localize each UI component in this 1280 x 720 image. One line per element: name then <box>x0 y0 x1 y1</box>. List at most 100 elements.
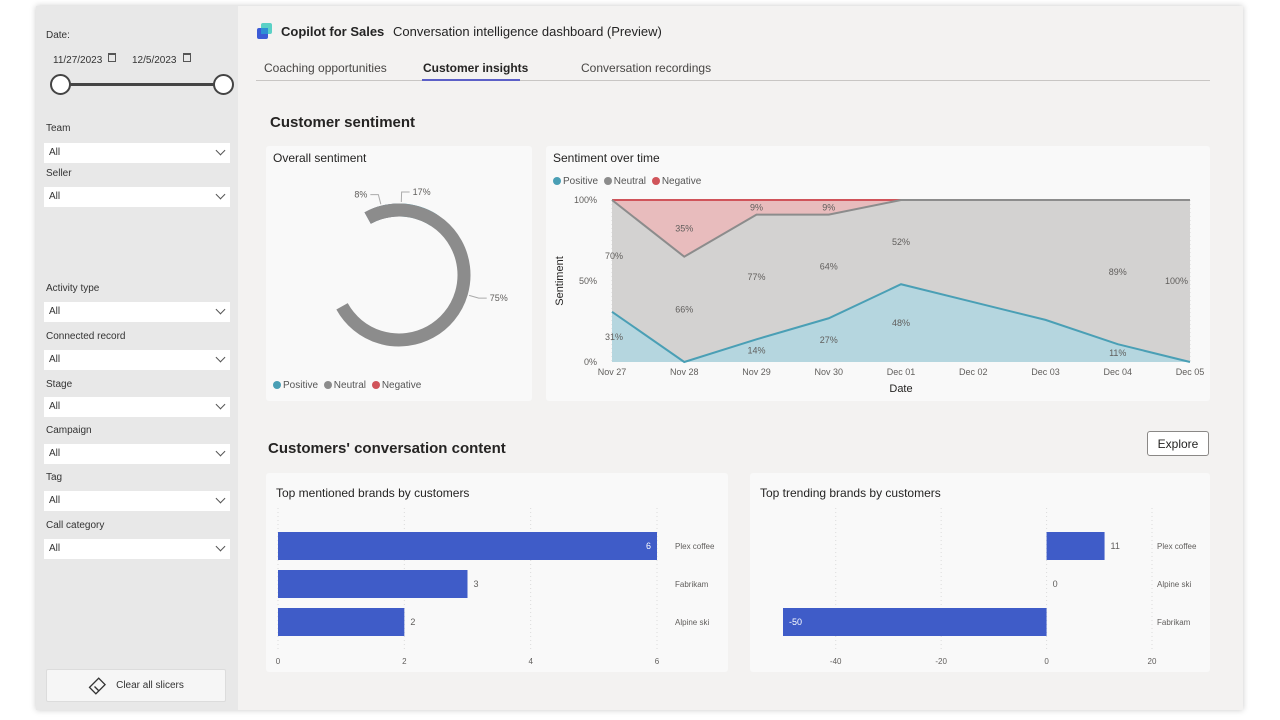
legend-positive[interactable]: Positive <box>553 176 598 187</box>
area-data-label: 27% <box>820 335 838 345</box>
area-neutral[interactable] <box>612 200 1190 362</box>
chevron-down-icon <box>215 189 226 200</box>
legend-neutral[interactable]: Neutral <box>323 380 367 391</box>
conversation-content-title: Customers' conversation content <box>268 440 506 457</box>
clear-all-slicers-button[interactable]: Clear all slicers <box>46 669 226 702</box>
x-tick-label: Nov 29 <box>742 367 771 377</box>
donut-data-label: 17% <box>413 187 431 197</box>
overall-sentiment-legend: Positive Neutral Negative <box>273 380 424 391</box>
filter-pane: Date: 11/27/2023 12/5/2023 Team All Sell… <box>36 6 238 710</box>
category-label: Alpine ski <box>1157 580 1191 589</box>
legend-dot-positive <box>553 177 561 185</box>
date-end-handle[interactable] <box>213 74 234 95</box>
tab-coaching-opportunities[interactable]: Coaching opportunities <box>264 61 387 75</box>
sentiment-over-time-chart: 31% 14% 27% 48% 11% 70% 66% 77% 64% 52% 89% 100% 35%… <box>554 195 1204 395</box>
chevron-down-icon <box>215 145 226 156</box>
bar[interactable] <box>278 570 468 598</box>
start-date-field[interactable]: 11/27/2023 <box>53 53 117 66</box>
campaign-label: Campaign <box>46 425 92 436</box>
area-data-label: 52% <box>892 237 910 247</box>
area-data-label: 9% <box>750 202 763 212</box>
area-data-label: 11% <box>1109 348 1126 358</box>
seller-dropdown[interactable]: All <box>44 187 230 207</box>
connected-record-dropdown[interactable]: All <box>44 350 230 370</box>
top-mentioned-brands-chart: 0 2 4 6 6 Plex coffee 3 Fabrikam 2 Alpine ski <box>276 508 715 666</box>
x-tick-label: 0 <box>1044 657 1049 666</box>
connected-record-label: Connected record <box>46 331 126 342</box>
area-data-label: 14% <box>747 346 765 356</box>
x-tick-label: Nov 27 <box>598 367 627 377</box>
area-data-label: 66% <box>675 304 693 314</box>
area-data-label: 48% <box>892 318 910 328</box>
x-tick-label: 4 <box>528 657 533 666</box>
area-data-label: 9% <box>822 202 835 212</box>
active-tab-indicator <box>422 79 520 81</box>
sentiment-over-time-legend: Positive Neutral Negative <box>553 176 704 187</box>
bar-data-label: 11 <box>1111 541 1120 551</box>
line-positive <box>611 283 1191 364</box>
stage-dropdown[interactable]: All <box>44 397 230 417</box>
end-date-value: 12/5/2023 <box>132 55 177 66</box>
explore-button[interactable]: Explore <box>1147 431 1209 456</box>
top-mentioned-brands-title: Top mentioned brands by customers <box>276 486 470 500</box>
y-tick-label: 100% <box>574 195 597 205</box>
category-label: Plex coffee <box>675 542 715 551</box>
area-data-label: 64% <box>820 261 838 271</box>
bar[interactable] <box>278 532 657 560</box>
area-positive[interactable] <box>612 284 1190 362</box>
top-mentioned-brands-card: Top mentioned brands by customers 0 2 4 6 6 P… <box>266 473 728 672</box>
tab-conversation-recordings[interactable]: Conversation recordings <box>581 61 712 75</box>
activity-type-dropdown[interactable]: All <box>44 302 230 322</box>
bar-data-label: 2 <box>410 617 415 627</box>
legend-negative[interactable]: Negative <box>371 380 422 391</box>
team-value: All <box>49 147 61 158</box>
chevron-down-icon <box>215 352 226 363</box>
overall-sentiment-donut: 8% 17% 75% <box>336 187 508 347</box>
line-neutral <box>611 199 1190 258</box>
team-label: Team <box>46 123 71 134</box>
legend-negative-label: Negative <box>381 380 422 391</box>
donut-leader-line <box>400 191 410 203</box>
legend-negative[interactable]: Negative <box>651 176 701 187</box>
bar[interactable] <box>278 608 405 636</box>
legend-dot-neutral <box>603 177 612 185</box>
x-tick-label: Dec 01 <box>887 367 916 377</box>
chevron-down-icon <box>215 541 226 552</box>
customer-sentiment-title: Customer sentiment <box>270 114 416 131</box>
x-tick-label: 2 <box>402 657 407 666</box>
category-label: Alpine ski <box>675 618 709 627</box>
seller-value: All <box>49 191 61 202</box>
stage-label: Stage <box>46 379 73 390</box>
end-date-field[interactable]: 12/5/2023 <box>132 53 191 66</box>
app-title: Copilot for Sales <box>281 24 385 39</box>
connected-record-value: All <box>49 354 61 365</box>
calendar-icon[interactable] <box>182 53 191 62</box>
date-start-handle[interactable] <box>50 74 71 95</box>
bar[interactable] <box>1046 532 1105 560</box>
date-label: Date: <box>46 30 70 41</box>
x-tick-label: -40 <box>830 657 842 666</box>
chevron-down-icon <box>215 304 226 315</box>
calendar-icon[interactable] <box>108 53 117 62</box>
dashboard-window: Date: 11/27/2023 12/5/2023 Team All Sell… <box>36 6 1243 710</box>
team-dropdown[interactable]: All <box>44 143 230 163</box>
call-category-dropdown[interactable]: All <box>44 539 230 559</box>
x-tick-label: 0 <box>276 657 281 666</box>
campaign-dropdown[interactable]: All <box>44 444 230 464</box>
bar[interactable] <box>783 608 1047 636</box>
tabs-divider <box>256 80 1210 81</box>
area-data-label: 35% <box>675 223 693 233</box>
tab-customer-insights[interactable]: Customer insights <box>423 61 529 75</box>
donut-slice-neutral[interactable] <box>336 203 471 347</box>
overall-sentiment-title: Overall sentiment <box>273 151 367 165</box>
legend-neutral-label: Neutral <box>333 380 367 391</box>
bar-data-label: 3 <box>474 579 479 589</box>
call-category-value: All <box>49 543 61 554</box>
y-tick-label: 50% <box>579 276 597 286</box>
y-axis-title: Sentiment <box>554 256 566 306</box>
tag-dropdown[interactable]: All <box>44 491 230 511</box>
legend-neutral[interactable]: Neutral <box>603 176 646 187</box>
legend-positive[interactable]: Positive <box>273 380 318 391</box>
x-tick-label: Nov 28 <box>670 367 699 377</box>
donut-data-label: 8% <box>354 190 367 200</box>
